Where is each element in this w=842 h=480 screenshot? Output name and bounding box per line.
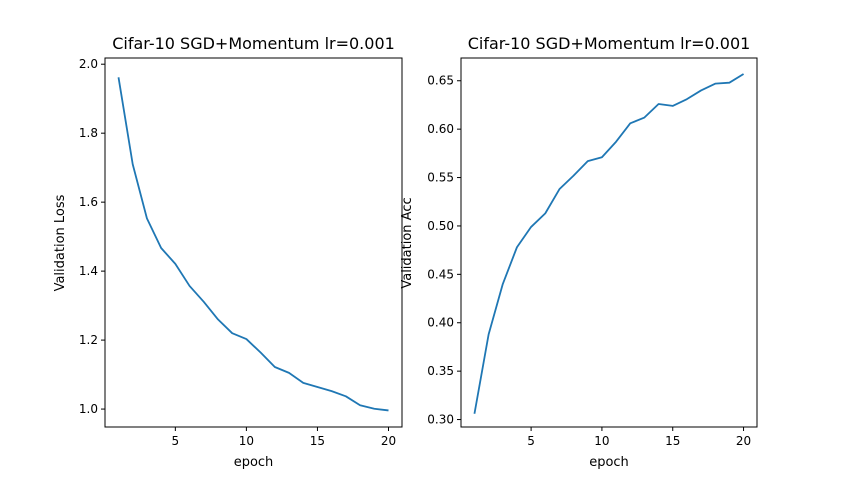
y-tick-label: 2.0 <box>79 57 98 71</box>
x-tick-label: 20 <box>736 434 751 448</box>
y-tick-label: 0.40 <box>427 316 454 330</box>
x-axis-label: epoch <box>234 455 274 470</box>
y-tick-label: 1.8 <box>79 126 98 140</box>
plot-area <box>117 77 389 412</box>
series-line <box>117 77 389 412</box>
x-tick-label: 10 <box>239 434 254 448</box>
y-axis-label: Validation Loss <box>53 194 68 291</box>
axes-frame <box>104 57 403 428</box>
x-tick-label: 10 <box>594 434 609 448</box>
y-axis-label: Validation Acc <box>400 197 415 288</box>
y-tick-label: 0.30 <box>427 413 454 427</box>
x-tick-label: 15 <box>665 434 680 448</box>
x-tick-label: 20 <box>381 434 396 448</box>
y-tick-label: 0.35 <box>427 364 454 378</box>
y-tick-label: 1.4 <box>79 264 98 278</box>
y-tick-label: 0.65 <box>427 74 454 88</box>
loss-chart: Cifar-10 SGD+Momentum lr=0.001 epoch Val… <box>53 34 403 470</box>
chart-title: Cifar-10 SGD+Momentum lr=0.001 <box>112 34 395 53</box>
tick-group: 5 10 15 20 1.0 1.2 1.4 1.6 1.8 2.0 <box>79 57 403 448</box>
y-tick-label: 1.0 <box>79 402 98 416</box>
chart-title: Cifar-10 SGD+Momentum lr=0.001 <box>468 34 751 53</box>
y-tick-label: 0.50 <box>427 219 454 233</box>
y-tick-label: 0.60 <box>427 122 454 136</box>
x-axis-label: epoch <box>589 455 629 470</box>
axes-frame <box>460 57 758 428</box>
y-tick-label: 0.45 <box>427 267 454 281</box>
series-line <box>473 73 745 414</box>
y-tick-label: 1.6 <box>79 195 98 209</box>
y-tick-label: 0.55 <box>427 171 454 185</box>
plot-area <box>473 73 745 414</box>
x-tick-label: 5 <box>172 434 180 448</box>
x-tick-label: 5 <box>527 434 535 448</box>
x-tick-label: 15 <box>310 434 325 448</box>
acc-chart: Cifar-10 SGD+Momentum lr=0.001 epoch Val… <box>400 34 758 470</box>
tick-group: 5 10 15 20 0.30 0.35 0.40 0.45 0.50 0.55 0.60 0.65 <box>427 57 758 448</box>
y-tick-label: 1.2 <box>79 333 98 347</box>
